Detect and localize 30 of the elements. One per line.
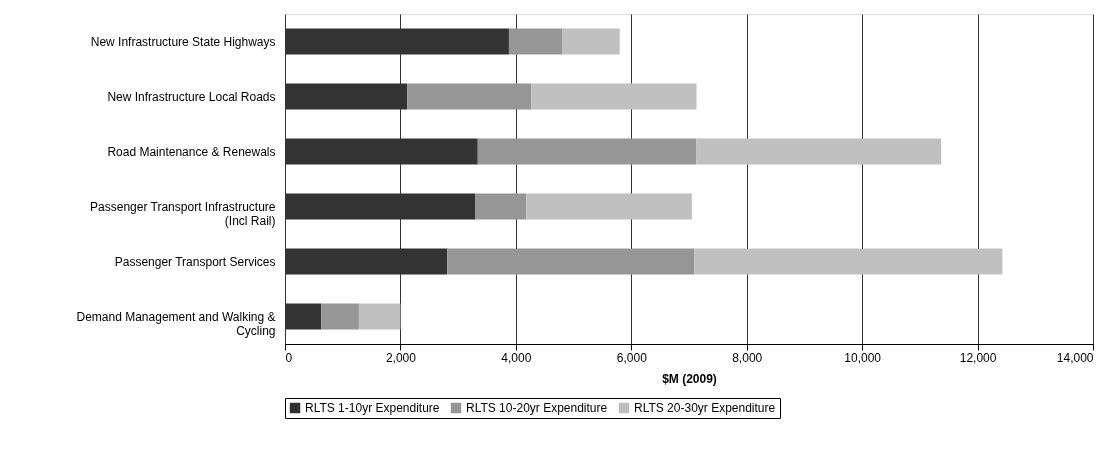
y-tick-label: New Infrastructure State Highways bbox=[90, 34, 276, 49]
bar bbox=[475, 193, 527, 220]
legend-label: RLTS 20-30yr Expenditure bbox=[634, 401, 776, 415]
y-tick-label: Road Maintenance & Renewals bbox=[107, 144, 276, 159]
x-axis-title: $M (2009) bbox=[662, 371, 717, 386]
x-tick-label: 14,000 bbox=[1056, 350, 1094, 365]
bar bbox=[526, 193, 692, 220]
legend-label: RLTS 10-20yr Expenditure bbox=[466, 401, 608, 415]
bar bbox=[696, 138, 942, 165]
x-tick-label: 6,000 bbox=[616, 350, 648, 365]
bar bbox=[477, 138, 697, 165]
bar bbox=[508, 28, 563, 55]
bar bbox=[358, 303, 401, 330]
y-tick-label: New Infrastructure Local Roads bbox=[107, 89, 276, 104]
y-tick-label: Passenger Transport Services bbox=[114, 254, 276, 269]
x-tick-label: 10,000 bbox=[844, 350, 882, 365]
bar bbox=[562, 28, 620, 55]
bar bbox=[321, 303, 359, 330]
legend-label: RLTS 1-10yr Expenditure bbox=[305, 401, 440, 415]
bar bbox=[531, 83, 697, 110]
bar bbox=[694, 248, 1003, 275]
x-tick-label: 4,000 bbox=[501, 350, 532, 365]
x-tick-label: 12,000 bbox=[959, 350, 997, 365]
x-tick-label: 8,000 bbox=[732, 350, 763, 365]
bar bbox=[407, 83, 532, 110]
y-tick-label: Demand Management and Walking & Cycling bbox=[76, 309, 276, 338]
bar bbox=[447, 248, 695, 275]
x-tick-label: 2,000 bbox=[385, 350, 417, 365]
y-tick-label: Passenger Transport Infrastructure (Incl Rail) bbox=[90, 199, 276, 228]
x-tick-label: 0 bbox=[285, 350, 293, 365]
